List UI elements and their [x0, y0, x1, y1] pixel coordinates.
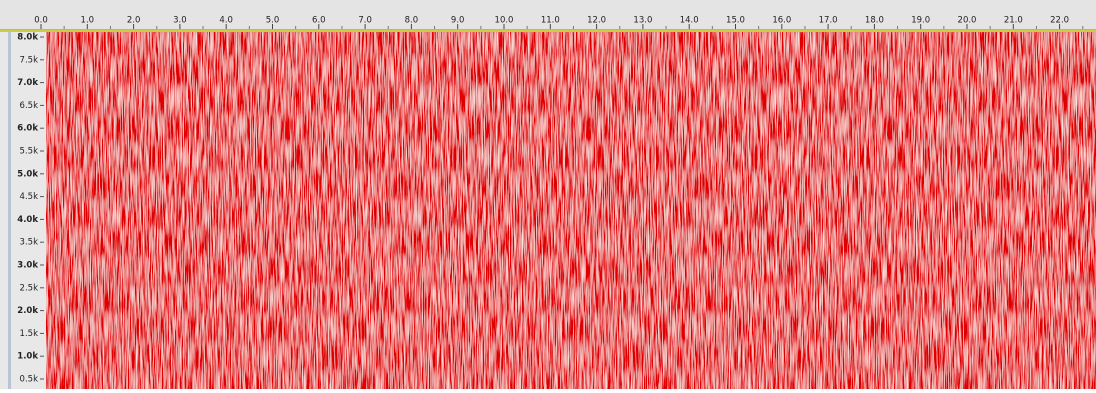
frequency-label: 7.0k	[17, 78, 38, 88]
frequency-label: 1.5k	[20, 329, 39, 339]
spectrogram	[46, 32, 1096, 389]
frequency-label: 3.0k	[17, 261, 38, 271]
frequency-label: 8.0k	[17, 33, 38, 43]
frequency-label: 5.0k	[17, 169, 38, 179]
frequency-label: 4.5k	[20, 192, 39, 202]
audio-editor: 0.01.02.03.04.05.06.07.08.09.010.011.012…	[0, 0, 1096, 389]
frequency-label: 3.5k	[20, 238, 39, 248]
frequency-label: 4.0k	[17, 215, 38, 225]
frequency-label: 0.5k	[20, 375, 39, 385]
frequency-label: 1.0k	[17, 352, 38, 362]
frequency-label: 2.5k	[20, 283, 39, 293]
frequency-label: 6.0k	[17, 124, 38, 134]
frequency-label: 7.5k	[20, 55, 39, 65]
frequency-label: 2.0k	[17, 306, 38, 316]
frequency-label: 5.5k	[20, 147, 39, 157]
track-border	[8, 32, 11, 389]
frequency-label: 6.5k	[20, 101, 39, 111]
